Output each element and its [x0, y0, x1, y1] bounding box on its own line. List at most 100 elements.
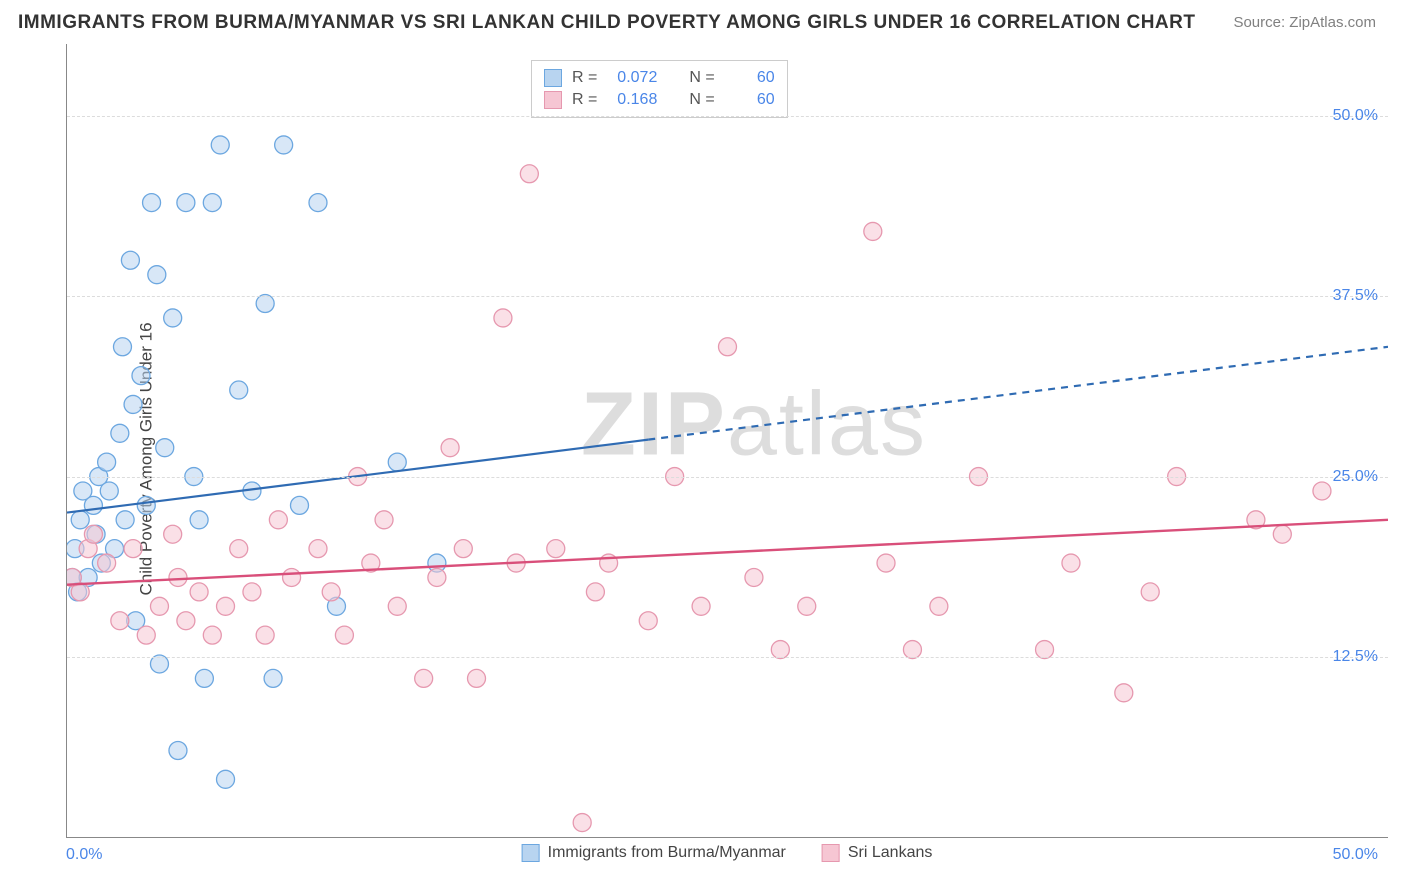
- data-point: [137, 496, 155, 514]
- data-point: [190, 511, 208, 529]
- data-point: [111, 424, 129, 442]
- data-point: [309, 194, 327, 212]
- y-tick-label: 12.5%: [1333, 648, 1378, 666]
- data-point: [1273, 525, 1291, 543]
- series-legend: Immigrants from Burma/Myanmar Sri Lankan…: [522, 844, 933, 862]
- r-value: 0.072: [607, 69, 657, 87]
- scatter-svg: [67, 44, 1388, 837]
- data-point: [586, 583, 604, 601]
- data-point: [164, 525, 182, 543]
- data-point: [98, 554, 116, 572]
- data-point: [1062, 554, 1080, 572]
- data-point: [124, 395, 142, 413]
- swatch-icon: [544, 91, 562, 109]
- data-point: [195, 669, 213, 687]
- x-tick-min: 0.0%: [66, 846, 102, 864]
- data-point: [203, 194, 221, 212]
- data-point: [143, 194, 161, 212]
- data-point: [177, 194, 195, 212]
- data-point: [1141, 583, 1159, 601]
- data-point: [84, 525, 102, 543]
- data-point: [719, 338, 737, 356]
- data-point: [877, 554, 895, 572]
- swatch-icon: [522, 844, 540, 862]
- n-value: 60: [725, 69, 775, 87]
- data-point: [203, 626, 221, 644]
- data-point: [415, 669, 433, 687]
- chart-source: Source: ZipAtlas.com: [1233, 12, 1388, 31]
- data-point: [177, 612, 195, 630]
- data-point: [275, 136, 293, 154]
- data-point: [190, 583, 208, 601]
- data-point: [230, 381, 248, 399]
- plot-area: ZIPatlas R = 0.072 N = 60 R = 0.168 N = …: [66, 44, 1388, 838]
- data-point: [111, 612, 129, 630]
- grid-line: [67, 477, 1388, 478]
- y-tick-label: 50.0%: [1333, 107, 1378, 125]
- data-point: [547, 540, 565, 558]
- data-point: [148, 266, 166, 284]
- correlation-row-0: R = 0.072 N = 60: [544, 67, 775, 89]
- data-point: [116, 511, 134, 529]
- data-point: [322, 583, 340, 601]
- chart-header: IMMIGRANTS FROM BURMA/MYANMAR VS SRI LAN…: [0, 0, 1406, 40]
- data-point: [798, 597, 816, 615]
- r-label: R =: [572, 69, 597, 87]
- data-point: [264, 669, 282, 687]
- legend-item-0: Immigrants from Burma/Myanmar: [522, 844, 786, 862]
- data-point: [639, 612, 657, 630]
- y-tick-label: 25.0%: [1333, 468, 1378, 486]
- data-point: [71, 511, 89, 529]
- data-point: [243, 583, 261, 601]
- n-value: 60: [725, 91, 775, 109]
- trend-line: [67, 520, 1388, 585]
- swatch-icon: [544, 69, 562, 87]
- data-point: [121, 251, 139, 269]
- data-point: [150, 597, 168, 615]
- data-point: [520, 165, 538, 183]
- legend-item-1: Sri Lankans: [822, 844, 933, 862]
- data-point: [1115, 684, 1133, 702]
- data-point: [745, 568, 763, 586]
- data-point: [98, 453, 116, 471]
- data-point: [269, 511, 287, 529]
- legend-label: Immigrants from Burma/Myanmar: [548, 844, 786, 862]
- data-point: [692, 597, 710, 615]
- chart-title: IMMIGRANTS FROM BURMA/MYANMAR VS SRI LAN…: [18, 12, 1195, 34]
- x-tick-max: 50.0%: [1333, 846, 1378, 864]
- data-point: [428, 568, 446, 586]
- data-point: [309, 540, 327, 558]
- data-point: [211, 136, 229, 154]
- data-point: [388, 453, 406, 471]
- r-value: 0.168: [607, 91, 657, 109]
- data-point: [930, 597, 948, 615]
- data-point: [388, 597, 406, 615]
- data-point: [164, 309, 182, 327]
- data-point: [84, 496, 102, 514]
- data-point: [156, 439, 174, 457]
- data-point: [132, 367, 150, 385]
- data-point: [217, 597, 235, 615]
- data-point: [864, 222, 882, 240]
- chart-container: Child Poverty Among Girls Under 16 ZIPat…: [18, 44, 1388, 874]
- data-point: [375, 511, 393, 529]
- grid-line: [67, 657, 1388, 658]
- data-point: [137, 626, 155, 644]
- data-point: [169, 741, 187, 759]
- r-label: R =: [572, 91, 597, 109]
- data-point: [441, 439, 459, 457]
- x-axis: 0.0% Immigrants from Burma/Myanmar Sri L…: [66, 838, 1388, 874]
- y-tick-label: 37.5%: [1333, 287, 1378, 305]
- n-label: N =: [689, 91, 714, 109]
- data-point: [290, 496, 308, 514]
- data-point: [230, 540, 248, 558]
- data-point: [217, 770, 235, 788]
- data-point: [256, 626, 274, 644]
- data-point: [335, 626, 353, 644]
- grid-line: [67, 116, 1388, 117]
- swatch-icon: [822, 844, 840, 862]
- data-point: [494, 309, 512, 327]
- correlation-row-1: R = 0.168 N = 60: [544, 89, 775, 111]
- correlation-legend: R = 0.072 N = 60 R = 0.168 N = 60: [531, 60, 788, 118]
- data-point: [283, 568, 301, 586]
